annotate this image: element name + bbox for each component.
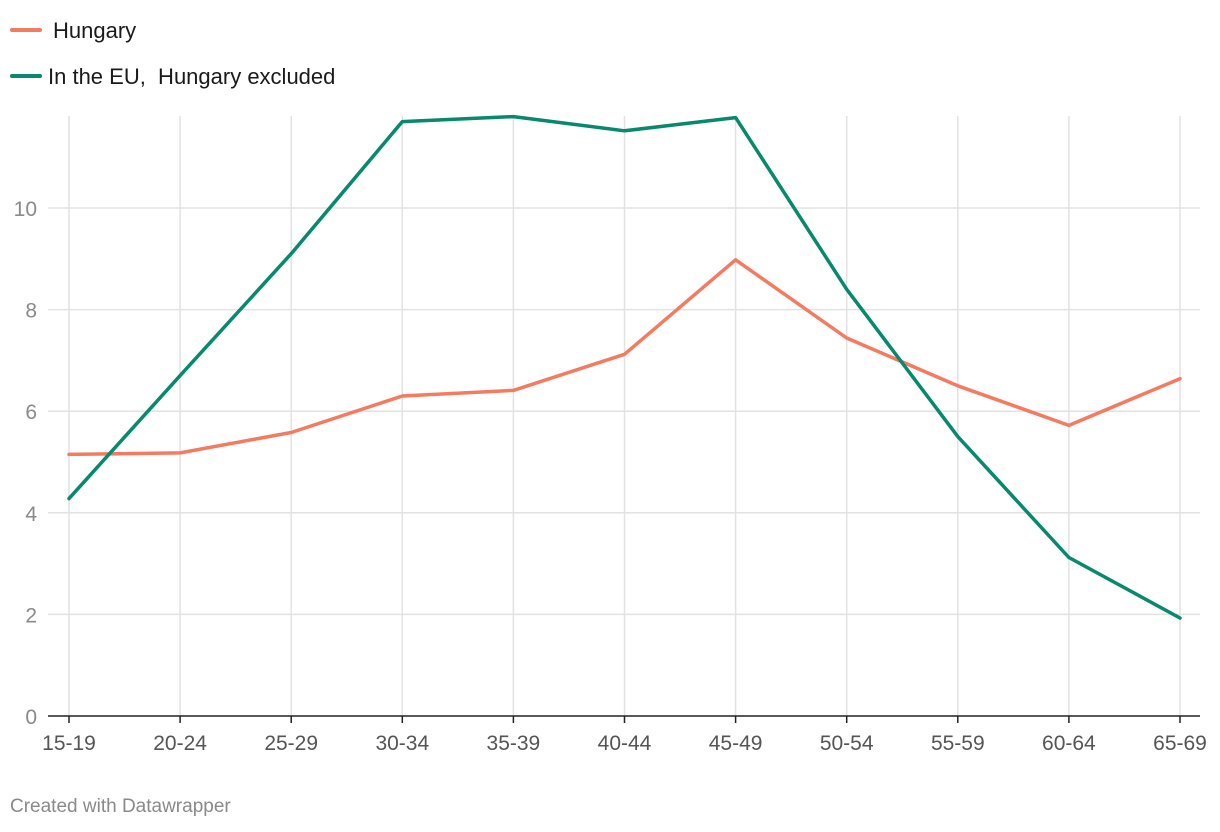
y-tick-label: 2 [25,604,37,627]
x-tick-label: 30-34 [375,732,429,755]
legend: Hungary In the EU, Hungary excluded [10,18,335,89]
y-axis-tick-labels: 0 2 4 6 8 10 [14,198,38,729]
x-axis-tick-labels: 15-19 20-24 25-29 30-34 35-39 40-44 45-49 50-54… [42,716,1207,755]
legend-label-hungary: Hungary [53,18,136,43]
series-line-eu [67,114,1182,620]
y-tick-label: 0 [25,706,37,729]
x-tick-label: 20-24 [153,732,207,755]
series-line-hungary [67,258,1182,457]
x-tick-label: 50-54 [820,732,874,755]
x-tick-label: 60-64 [1042,732,1096,755]
y-tick-label: 8 [25,300,37,323]
x-tick-label: 45-49 [709,732,763,755]
y-tick-label: 10 [14,198,37,221]
x-tick-label: 25-29 [264,732,318,755]
x-tick-label: 40-44 [598,732,652,755]
vertical-gridlines [68,116,1181,716]
y-tick-label: 6 [25,401,37,424]
x-tick-label: 55-59 [931,732,985,755]
x-tick-label: 65-69 [1153,732,1207,755]
y-tick-label: 4 [25,503,37,526]
series-lines [67,114,1182,620]
x-tick-label: 35-39 [487,732,541,755]
legend-label-eu: In the EU, Hungary excluded [48,64,335,89]
credit-text: Created with Datawrapper [10,796,231,817]
x-tick-label: 15-19 [42,732,96,755]
